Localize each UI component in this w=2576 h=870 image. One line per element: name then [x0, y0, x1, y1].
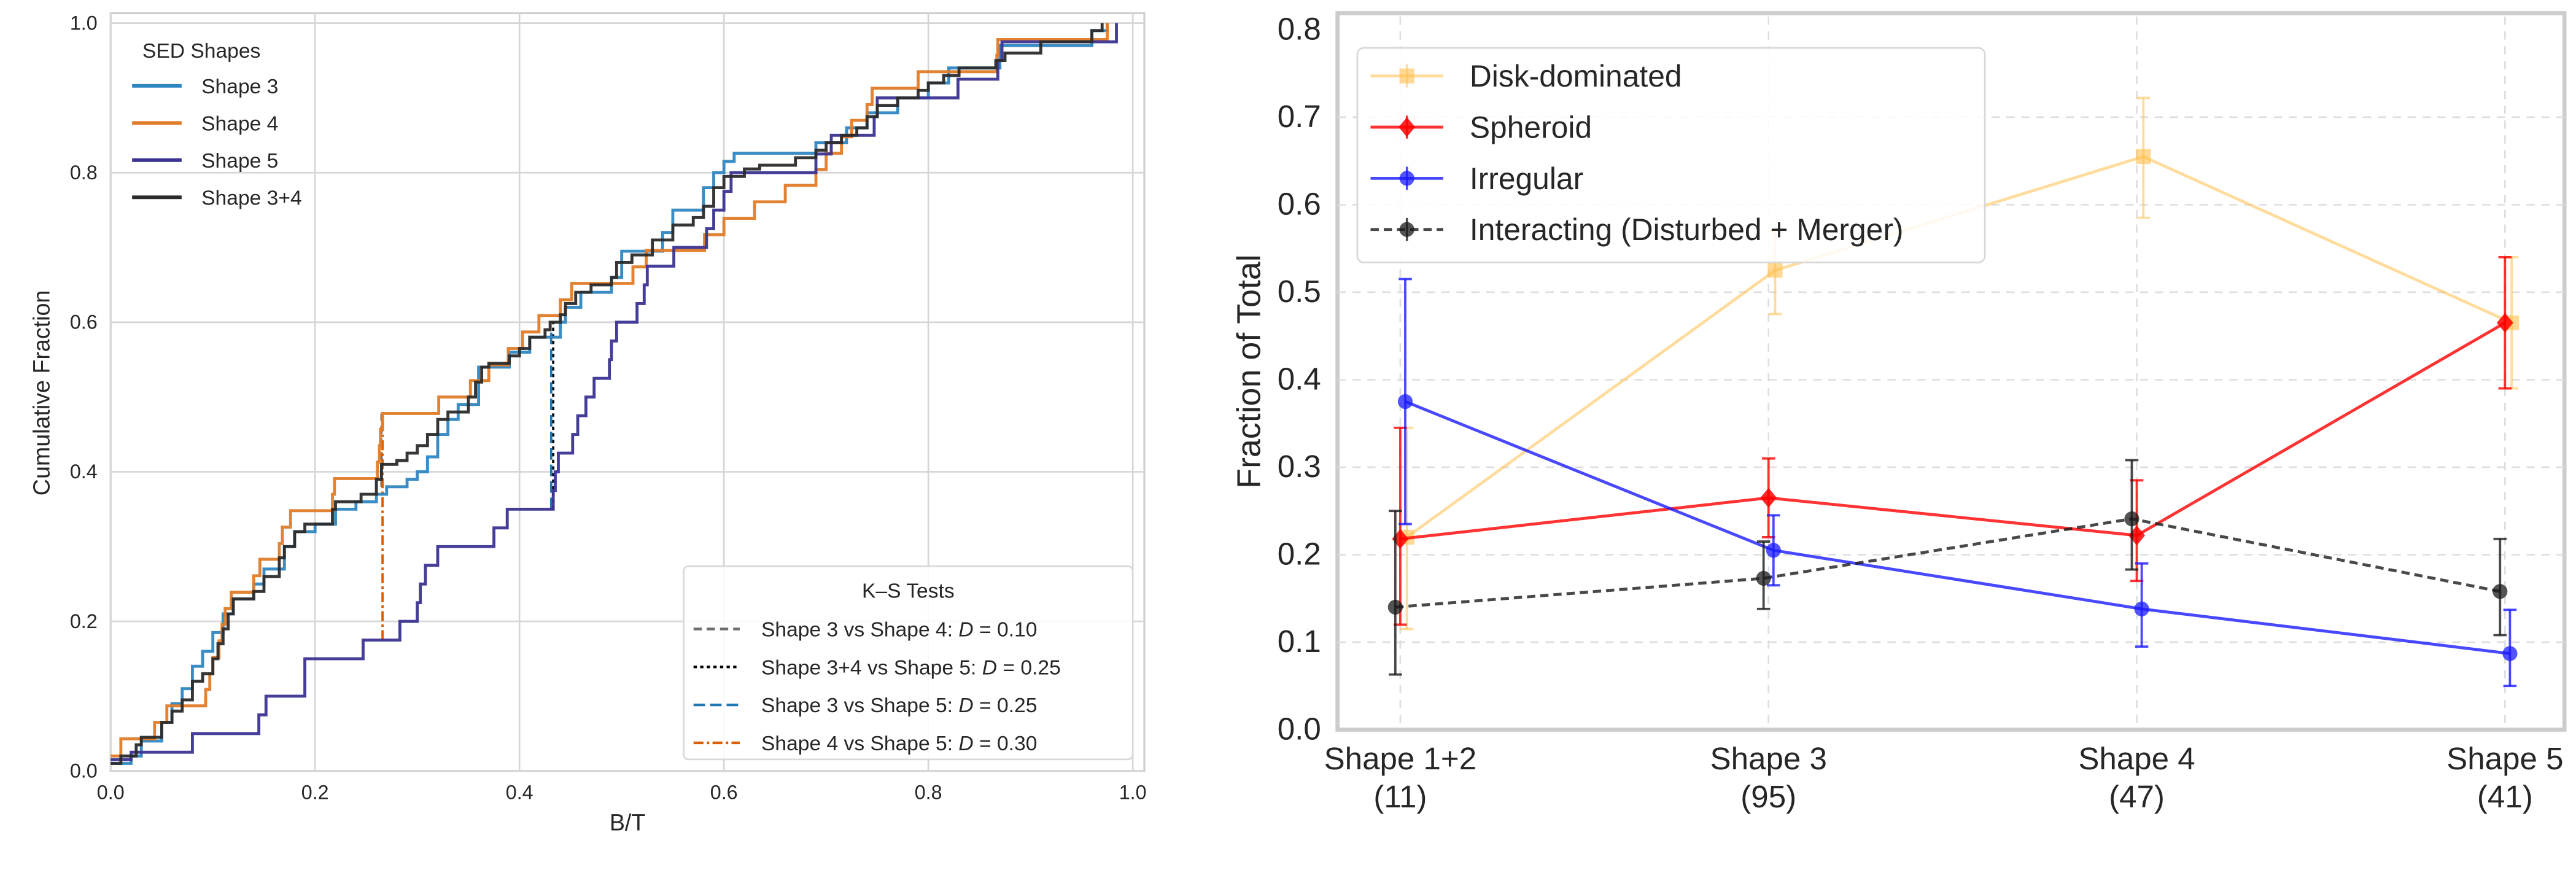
category-label: Shape 4 — [2078, 741, 2195, 776]
ks-legend-label: Shape 3 vs Shape 5: D = 0.25 — [761, 694, 1037, 717]
data-point — [2134, 601, 2149, 616]
legend-label: Shape 5 — [201, 150, 278, 173]
cdf-x-tick-label: 0.4 — [506, 781, 533, 803]
data-point — [2502, 646, 2518, 661]
category-count: (11) — [1373, 779, 1427, 814]
cdf-y-axis-label: Cumulative Fraction — [29, 290, 55, 496]
sed-shapes-legend: SED Shapes Shape 3 Shape 4 Shape 5 Shape 3+… — [132, 40, 302, 209]
data-point — [1387, 599, 1403, 615]
legend-label: Shape 3+4 — [201, 187, 302, 209]
cdf-line-shape-5 — [111, 23, 1118, 761]
series-irregular — [1397, 278, 2518, 688]
cdf-x-tick-label: 0.8 — [915, 781, 942, 803]
cdf-y-tick-label: 0.8 — [70, 161, 98, 184]
fraction-y-tick-label: 0.8 — [1278, 12, 1321, 47]
ks-legend-frame — [683, 565, 1134, 761]
cdf-x-tick-label: 1.0 — [1119, 781, 1147, 803]
ks-legend-title: K–S Tests — [862, 580, 955, 602]
cdf-y-tick-label: 0.2 — [70, 610, 98, 632]
category-count: (47) — [2109, 779, 2165, 814]
series-line — [1395, 517, 2500, 609]
ks-legend-label: Shape 4 vs Shape 5: D = 0.30 — [761, 732, 1037, 755]
legend-label: Shape 3 — [201, 76, 278, 98]
fraction-y-tick-label: 0.7 — [1278, 99, 1321, 134]
ks-legend-label: Shape 3+4 vs Shape 5: D = 0.25 — [761, 656, 1061, 679]
fraction-y-tick-label: 0.1 — [1278, 624, 1321, 659]
legend-label: Disk-dominated — [1470, 59, 1682, 93]
fraction-y-axis-label: Fraction of Total — [1230, 254, 1267, 488]
fraction-y-tick-label: 0.0 — [1278, 712, 1321, 747]
fraction-y-tick-label: 0.2 — [1278, 537, 1321, 572]
fraction-y-tick-label: 0.4 — [1278, 362, 1321, 397]
data-point — [1397, 394, 1413, 410]
cdf-y-tick-label: 0.6 — [70, 311, 98, 333]
fraction-chart: 0.0 0.1 0.2 0.3 0.4 0.5 0.6 0.7 0.8 Shape 1+2(11)… — [1230, 11, 2567, 814]
series-line — [1405, 400, 2510, 655]
morphology-legend: Disk-dominated Spheroid Irregular Interacti… — [1356, 47, 1986, 263]
legend-label: Irregular — [1470, 161, 1583, 196]
data-point — [2136, 149, 2151, 165]
ks-tests-legend: K–S Tests Shape 3 vs Shape 4: D = 0.10 Sh… — [683, 565, 1134, 761]
legend-label: Interacting (Disturbed + Merger) — [1470, 212, 1904, 247]
legend-swatch-marker — [1399, 171, 1414, 186]
fraction-y-tick-label: 0.5 — [1278, 274, 1321, 309]
series-interacting-disturbed-merger — [1387, 459, 2508, 676]
cdf-y-tick-label: 1.0 — [70, 12, 98, 34]
cdf-chart: 0.0 0.2 0.4 0.6 0.8 1.0 0.0 0.2 0.4 0.6 0.8 1.0 B/T… — [29, 12, 1147, 835]
category-label: Shape 1+2 — [1324, 741, 1477, 776]
category-label: Shape 5 — [2446, 741, 2563, 776]
legend-label: Shape 4 — [201, 112, 278, 135]
sed-legend-title: SED Shapes — [142, 40, 260, 63]
category-label: Shape 3 — [1710, 741, 1827, 776]
cdf-y-tick-label: 0.0 — [70, 759, 98, 782]
fraction-y-tick-label: 0.6 — [1278, 187, 1321, 222]
ks-legend-label: Shape 3 vs Shape 4: D = 0.10 — [761, 619, 1037, 642]
legend-swatch-marker — [1399, 222, 1414, 237]
cdf-x-tick-label: 0.0 — [97, 781, 125, 803]
fraction-y-tick-label: 0.3 — [1278, 449, 1321, 484]
cdf-tick-labels: 0.0 0.2 0.4 0.6 0.8 1.0 0.0 0.2 0.4 0.6 0.8 1.0 — [70, 12, 1147, 803]
cdf-line-shape-3-4 — [111, 23, 1104, 765]
cdf-y-tick-label: 0.4 — [70, 460, 98, 483]
cdf-x-tick-label: 0.2 — [301, 781, 329, 803]
legend-swatch-marker — [1399, 117, 1416, 138]
legend-label: Spheroid — [1470, 111, 1592, 145]
data-point — [2493, 584, 2508, 599]
data-point — [1766, 543, 1781, 558]
series-line — [1400, 321, 2506, 541]
cdf-x-axis-label: B/T — [610, 809, 646, 835]
cdf-x-tick-label: 0.6 — [710, 781, 738, 803]
fraction-tick-labels: 0.0 0.1 0.2 0.3 0.4 0.5 0.6 0.7 0.8 Shape 1+2(11)… — [1278, 12, 2564, 814]
cdf-series — [111, 23, 1118, 765]
data-point — [1756, 570, 1771, 586]
data-point — [1760, 487, 1777, 508]
legend-swatch-marker — [1399, 68, 1414, 84]
category-count: (95) — [1740, 779, 1796, 814]
category-count: (41) — [2477, 779, 2533, 814]
data-point — [1767, 263, 1783, 278]
morphology-legend-frame — [1356, 47, 1986, 263]
data-point — [2124, 511, 2140, 527]
